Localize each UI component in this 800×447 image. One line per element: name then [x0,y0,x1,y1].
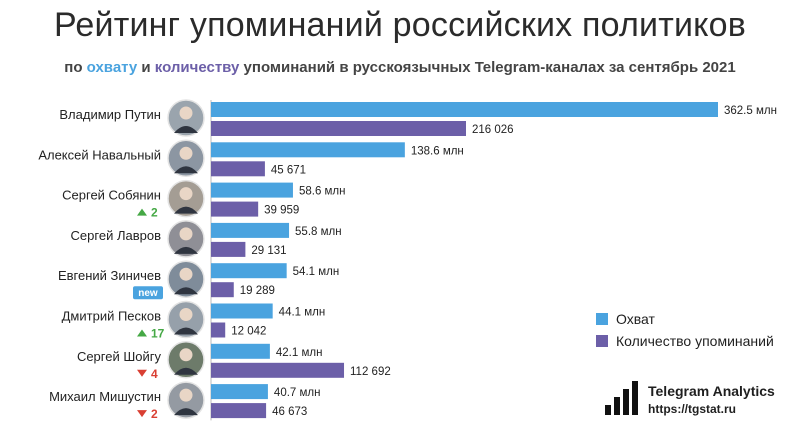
data-label-reach: 138.6 млн [411,145,464,157]
avatar-face-icon [179,227,193,241]
rank-change-label: 2 [151,407,158,421]
avatar-body-icon [174,246,198,254]
legend-item-reach: Охват [596,308,774,330]
bar-logo-icon [605,381,638,415]
data-label-count: 216 026 [472,124,514,136]
legend-label-count: Количество упоминаний [616,333,774,349]
data-label-reach: 54.1 млн [293,266,340,278]
category-label: Владимир Путин [59,107,161,122]
bar-count [211,241,246,257]
bar-count [211,121,466,136]
rank-change-label: 17 [151,327,165,341]
legend: Охват Количество упоминаний [596,308,774,352]
avatar-body-icon [174,287,198,295]
data-label-count: 112 692 [350,366,391,378]
avatar-body-icon [174,408,198,416]
rank-change-label: 4 [151,367,158,381]
data-label-reach: 42.1 млн [276,347,323,359]
data-label-count: 45 671 [271,164,306,176]
chart-subtitle: по охвату и количеству упоминаний в русс… [0,59,800,76]
avatar-body-icon [174,166,198,174]
category-label: Михаил Мишустин [49,389,161,404]
avatar-face-icon [179,308,193,321]
bar-reach [211,182,293,198]
category-label: Дмитрий Песков [62,309,161,324]
data-label-count: 19 289 [240,285,275,297]
avatar-body-icon [174,327,198,335]
bar-count [211,282,234,298]
chart-title: Рейтинг упоминаний российских политиков [54,6,746,44]
legend-swatch-reach [596,313,608,325]
category-label: Евгений Зиничев [58,268,161,283]
bar-reach [211,263,287,279]
legend-swatch-count [596,335,608,347]
brand-url: https://tgstat.ru [648,401,736,416]
rank-down-icon [137,410,147,418]
data-label-reach: 362.5 млн [724,105,777,117]
avatar-body-icon [174,367,198,375]
bar-count [211,322,226,338]
data-label-reach: 44.1 млн [279,307,326,319]
rank-change-label: 2 [151,206,158,220]
bar-reach [211,222,290,238]
avatar-face-icon [179,146,193,160]
avatar-face-icon [179,187,193,201]
brand: Telegram Analytics https://tgstat.ru [604,381,775,417]
category-label: Сергей Собянин [62,188,161,203]
bar-count [211,201,259,217]
avatar-body-icon [174,206,198,214]
data-label-count: 46 673 [272,406,307,418]
subtitle-prefix: по [64,59,87,76]
avatar-face-icon [179,388,193,402]
avatar-body-icon [174,126,198,133]
rank-up-icon [137,329,147,337]
new-badge-label: new [138,288,158,299]
bar-count [211,403,267,419]
subtitle-rest: упоминаний в русскоязычных Telegram-кана… [239,59,736,76]
category-label: Сергей Шойгу [77,349,162,364]
bar-reach [211,343,270,359]
data-label-count: 39 959 [264,205,299,217]
data-label-reach: 55.8 млн [295,226,342,238]
category-label: Сергей Лавров [71,228,162,243]
bar-count [211,362,345,378]
rank-down-icon [137,369,147,377]
data-label-reach: 58.6 млн [299,186,346,198]
brand-name: Telegram Analytics [648,382,775,399]
avatar-face-icon [179,348,193,362]
avatar-face-icon [179,106,193,120]
legend-item-count: Количество упоминаний [596,330,774,352]
bar-reach [211,102,718,117]
new-badge [133,286,163,300]
bar-count [211,161,265,177]
bar-reach [211,303,273,319]
avatar-face-icon [179,267,193,281]
rank-up-icon [137,208,147,216]
data-label-count: 12 042 [231,326,266,338]
subtitle-count: количеству [154,59,240,76]
subtitle-reach: охвату [86,59,138,76]
category-label: Алексей Навальный [38,147,161,162]
bar-reach [211,142,405,158]
bar-reach [211,384,268,400]
subtitle-and: и [137,59,155,76]
data-label-count: 29 131 [251,245,286,257]
legend-label-reach: Охват [616,311,655,327]
data-label-reach: 40.7 млн [274,387,321,399]
